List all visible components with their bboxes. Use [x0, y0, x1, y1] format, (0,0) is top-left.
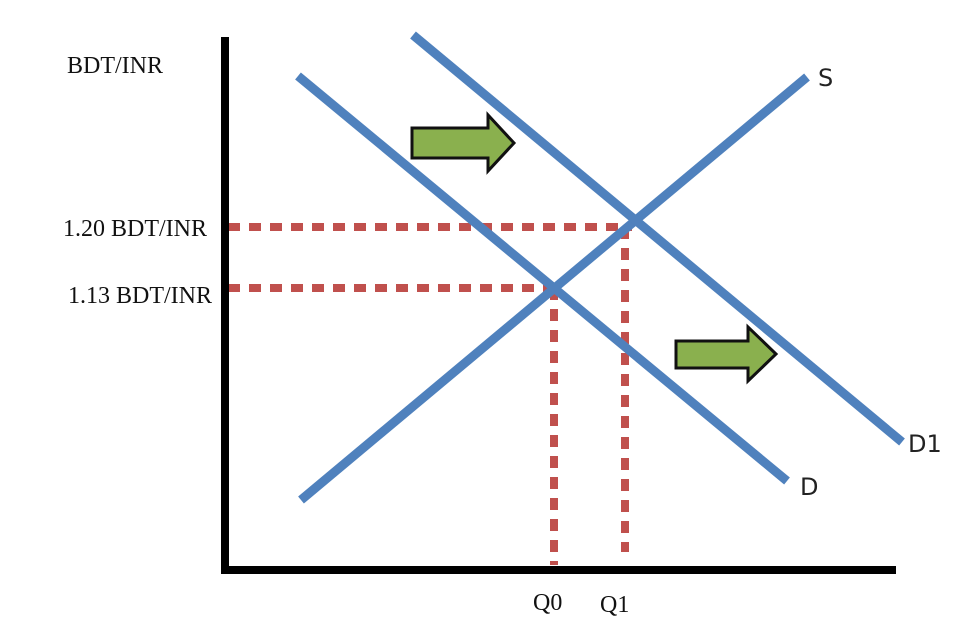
quantity-label-q0: Q0 — [533, 590, 562, 616]
curves — [295, 31, 905, 504]
right-arrow-icon — [674, 323, 779, 385]
guide-lines — [228, 223, 632, 565]
demand-curve — [295, 72, 790, 485]
price-label-p1: 1.20 BDT/INR — [63, 216, 207, 242]
demand-shifted-curve — [410, 31, 905, 446]
demand-label: D — [800, 473, 818, 501]
y-axis-label: BDT/INR — [67, 53, 163, 79]
price-label-p0: 1.13 BDT/INR — [68, 283, 212, 309]
axes — [221, 37, 896, 574]
quantity-label-q1: Q1 — [600, 592, 629, 618]
demand-shifted-label: D1 — [908, 430, 942, 458]
supply-label: S — [818, 64, 833, 92]
right-arrow-icon — [410, 111, 517, 175]
